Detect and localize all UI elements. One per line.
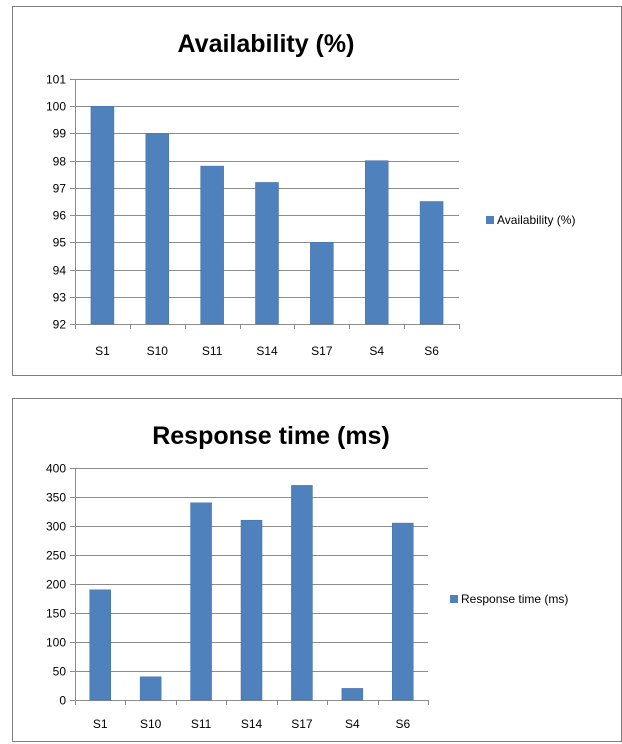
bar-s11 (200, 165, 224, 325)
x-tick-label: S6 (395, 717, 410, 731)
bar-s4 (341, 688, 364, 701)
bar-s11 (190, 502, 212, 701)
y-tick-label: 95 (53, 236, 67, 250)
y-tick-label: 100 (46, 636, 66, 650)
legend-label: Response time (ms) (461, 592, 568, 606)
y-tick-label: 250 (46, 549, 66, 563)
bar-s10 (145, 133, 170, 325)
bar-s6 (392, 522, 414, 701)
x-tick-label: S1 (93, 717, 108, 731)
y-tick-label: 400 (46, 462, 66, 476)
x-tick-label: S17 (291, 717, 313, 731)
bar-s14 (255, 182, 279, 325)
bar-s17 (310, 242, 334, 325)
y-tick-label: 101 (46, 73, 66, 87)
legend: Response time (ms) (450, 592, 568, 606)
y-tick-label: 93 (53, 291, 67, 305)
bar-s6 (419, 201, 444, 325)
bar-s1 (90, 105, 115, 325)
legend-swatch (450, 595, 458, 603)
legend: Availability (%) (486, 213, 575, 227)
x-tick-label: S6 (424, 344, 439, 358)
y-tick-label: 150 (46, 607, 66, 621)
y-tick-label: 96 (53, 209, 67, 223)
x-tick-label: S14 (241, 717, 263, 731)
bar-s1 (89, 589, 111, 701)
y-tick-label: 97 (53, 182, 67, 196)
y-tick-label: 100 (46, 100, 66, 114)
x-tick-label: S14 (256, 344, 278, 358)
y-tick-label: 99 (53, 127, 67, 141)
x-tick-label: S4 (345, 717, 360, 731)
availability-chart-svg: Availability (%) 9293949596979899100101 … (46, 30, 576, 358)
y-tick-label: 350 (46, 491, 66, 505)
y-tick-label: 98 (53, 155, 67, 169)
y-tick-label: 300 (46, 520, 66, 534)
availability-chart: Availability (%) 92 93 94 95 96 97 98 99 100 101 … (12, 6, 622, 376)
x-tick-label: S10 (140, 717, 162, 731)
x-tick-label: S4 (369, 344, 384, 358)
bar-s4 (364, 160, 389, 325)
y-tick-label: 0 (59, 694, 66, 708)
y-tick-label: 92 (53, 318, 67, 332)
bar-s10 (139, 676, 162, 701)
y-tick-label: 200 (46, 578, 66, 592)
x-tick-label: S11 (191, 717, 212, 731)
y-tick-label: 94 (53, 264, 67, 278)
x-tick-label: S10 (147, 344, 169, 358)
response-time-chart-svg: Response time (ms) 0 50 100 150 200 250 300 350… (46, 422, 568, 731)
bar-s17 (291, 485, 313, 701)
bar-s14 (240, 519, 263, 701)
legend-swatch (486, 216, 494, 224)
chart-title: Availability (%) (178, 30, 355, 58)
x-tick-label: S11 (202, 344, 223, 358)
chart-title: Response time (ms) (152, 422, 390, 450)
x-tick-label: S1 (95, 344, 110, 358)
legend-label: Availability (%) (497, 213, 575, 227)
x-tick-label: S17 (311, 344, 333, 358)
y-tick-label: 50 (53, 665, 67, 679)
response-time-chart: Response time (ms) 0 50 100 150 200 250 300 350… (12, 398, 622, 742)
